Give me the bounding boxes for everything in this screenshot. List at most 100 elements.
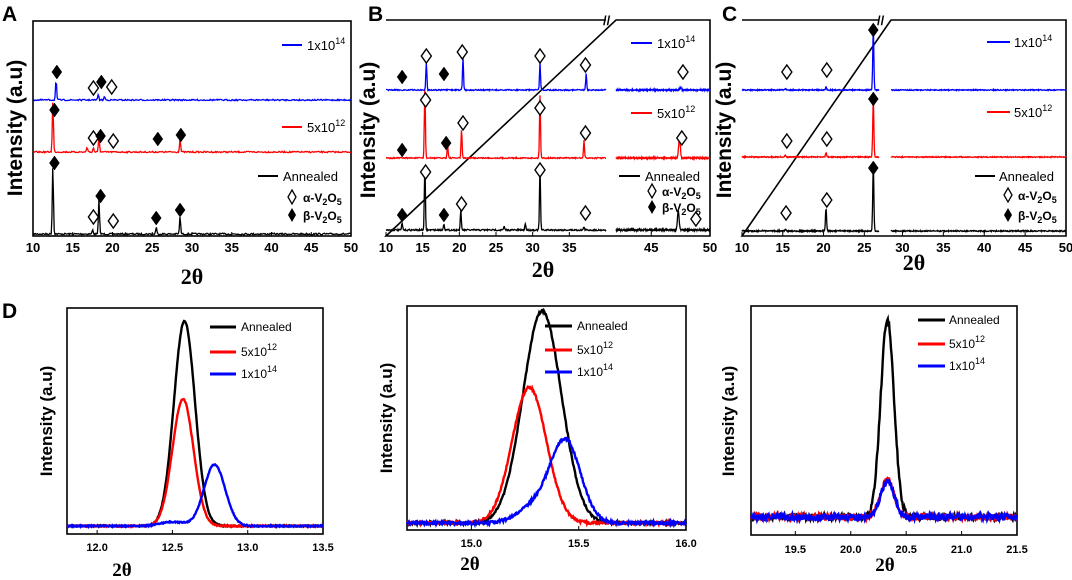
panel-d3-ylabel: Intensity (a.u)	[719, 366, 738, 477]
legend-5e12: 5x1012	[1014, 103, 1052, 120]
beta-marker-icon	[1004, 208, 1012, 222]
x-tick-label: 20.5	[895, 544, 916, 556]
beta-peak-marker-icon	[95, 128, 106, 144]
alpha-peak-marker-icon	[579, 204, 592, 222]
series-annealed	[66, 319, 324, 530]
x-tick-label: 10	[379, 240, 393, 255]
x-tick-label: 40	[264, 240, 278, 255]
x-tick-label: 20	[452, 240, 466, 255]
alpha-peak-marker-icon	[675, 129, 688, 147]
beta-peak-marker-icon	[867, 91, 879, 107]
legend-beta-v2o5: β-V2O5	[662, 201, 701, 217]
beta-peak-marker-icon	[152, 131, 164, 147]
panel-d1-frame	[66, 307, 324, 535]
beta-peak-marker-icon	[95, 188, 106, 204]
panel-a: 10 15 20 25 30 35 40 45 50 Intensity (a.u) 2θ 1x…	[4, 20, 358, 289]
alpha-peak-marker-icon	[780, 132, 793, 150]
legend-5e12: 5x1012	[307, 118, 345, 135]
x-tick-label: 50	[703, 240, 717, 255]
x-tick-label: 45	[644, 240, 658, 255]
series-1x10-14	[749, 478, 1019, 525]
alpha-marker-icon	[647, 182, 657, 200]
legend-annealed: Annealed	[999, 169, 1054, 184]
panel-d1: 12.0 12.5 13.0 13.5 Intensity (a.u) 2θ Anne…	[37, 307, 334, 580]
alpha-peak-marker-icon	[579, 124, 592, 142]
legend-annealed: Annealed	[949, 313, 1000, 327]
beta-peak-marker-icon	[150, 210, 162, 226]
series-5x10-12	[406, 384, 687, 528]
x-tick-label: 30	[185, 240, 199, 255]
panel-c-legend: 1x1014 5x1012 Annealed α-V2O5 β-V2O5	[975, 33, 1057, 225]
x-tick-label: 13.5	[312, 542, 333, 554]
series-5x10-12-seg2	[615, 136, 711, 162]
alpha-peak-marker-icon	[579, 56, 592, 74]
legend-alpha-v2o5: α-V2O5	[303, 191, 342, 207]
beta-peak-marker-icon	[867, 160, 879, 176]
x-tick-label: 50	[1059, 240, 1072, 255]
legend-alpha-v2o5: α-V2O5	[1018, 189, 1057, 205]
legend-alpha-v2o5: α-V2O5	[662, 185, 701, 201]
panel-label-a: A	[2, 3, 17, 26]
panel-b: // 10 15 20 25 30 35 45 50 Intensity (a.u) 2θ 1…	[357, 13, 717, 282]
x-tick-label: 50	[344, 240, 358, 255]
series-annealed	[406, 307, 688, 529]
series-1x10-14	[66, 463, 324, 530]
panel-label-c: C	[722, 3, 737, 26]
alpha-peak-marker-icon	[419, 163, 432, 181]
panel-c: // 10 15 20 25 30 35 40 45 50 Intensity (a.u) 2θ…	[713, 13, 1072, 275]
x-tick-label: 15	[776, 240, 790, 255]
alpha-peak-marker-icon	[820, 61, 833, 79]
panel-a-xlabel: 2θ	[181, 264, 203, 289]
legend-1e14: 1x1014	[1014, 33, 1052, 50]
axis-break-icon: //	[877, 13, 885, 28]
series-1x10-14	[32, 81, 352, 102]
panel-b-ylabel: Intensity (a.u)	[357, 62, 380, 199]
panel-a-legend: 1x1014 5x1012 Annealed α-V2O5 β-V2O5	[258, 36, 345, 225]
x-tick-label: 20	[816, 240, 830, 255]
beta-peak-marker-icon	[175, 127, 187, 143]
panel-d2-frame	[406, 305, 687, 531]
panel-d1-legend: Annealed 5x1012 1x1014	[210, 320, 292, 381]
x-tick-label: 21.5	[1006, 544, 1027, 556]
alpha-peak-marker-icon	[105, 78, 118, 96]
alpha-peak-marker-icon	[455, 195, 468, 213]
panel-c-frame	[740, 19, 1067, 237]
x-tick-label: 15.5	[568, 538, 589, 550]
beta-marker-icon	[288, 208, 296, 222]
legend-annealed: Annealed	[645, 169, 700, 184]
alpha-peak-marker-icon	[677, 63, 689, 81]
panel-c-xlabel: 2θ	[903, 250, 925, 275]
alpha-peak-marker-icon	[456, 43, 469, 61]
series-annealed-seg2	[615, 209, 711, 234]
alpha-peak-marker-icon	[820, 130, 833, 148]
x-tick-label: 45	[304, 240, 318, 255]
panel-d2: 15.0 15.5 16.0 Intensity (a.u) 2θ Annealed…	[377, 305, 697, 575]
legend-annealed: Annealed	[283, 169, 338, 184]
beta-peak-marker-icon	[396, 207, 408, 223]
panel-d2-xlabel: 2θ	[460, 554, 480, 575]
x-tick-label: 12.0	[86, 542, 107, 554]
alpha-peak-marker-icon	[690, 210, 702, 228]
panel-label-b: B	[368, 3, 383, 26]
axis-break-icon: //	[603, 13, 611, 28]
beta-peak-marker-icon	[867, 22, 879, 38]
panel-d1-xlabel: 2θ	[112, 560, 132, 580]
alpha-peak-marker-icon	[87, 208, 100, 226]
alpha-peak-marker-icon	[87, 79, 100, 97]
legend-1e14: 1x1014	[949, 356, 985, 373]
series-1x10-14	[405, 436, 687, 529]
alpha-marker-icon	[1003, 186, 1013, 204]
legend-beta-v2o5: β-V2O5	[1018, 209, 1057, 225]
x-tick-label: 35	[936, 240, 950, 255]
x-tick-label: 20.0	[840, 544, 861, 556]
panel-d3-legend: Annealed 5x1012 1x1014	[918, 313, 1000, 373]
alpha-peak-marker-icon	[107, 132, 120, 150]
alpha-peak-marker-icon	[107, 212, 120, 230]
x-tick-label: 20	[105, 240, 119, 255]
series-5x10-12	[385, 89, 607, 161]
x-tick-label: 25	[857, 240, 871, 255]
panel-d2-legend: Annealed 5x1012 1x1014	[545, 319, 628, 379]
panel-d3: 19.5 20.0 20.5 21.0 21.5 Intensity (a.u) 2θ …	[719, 305, 1028, 576]
panel-a-ylabel: Intensity (a.u)	[4, 60, 27, 197]
